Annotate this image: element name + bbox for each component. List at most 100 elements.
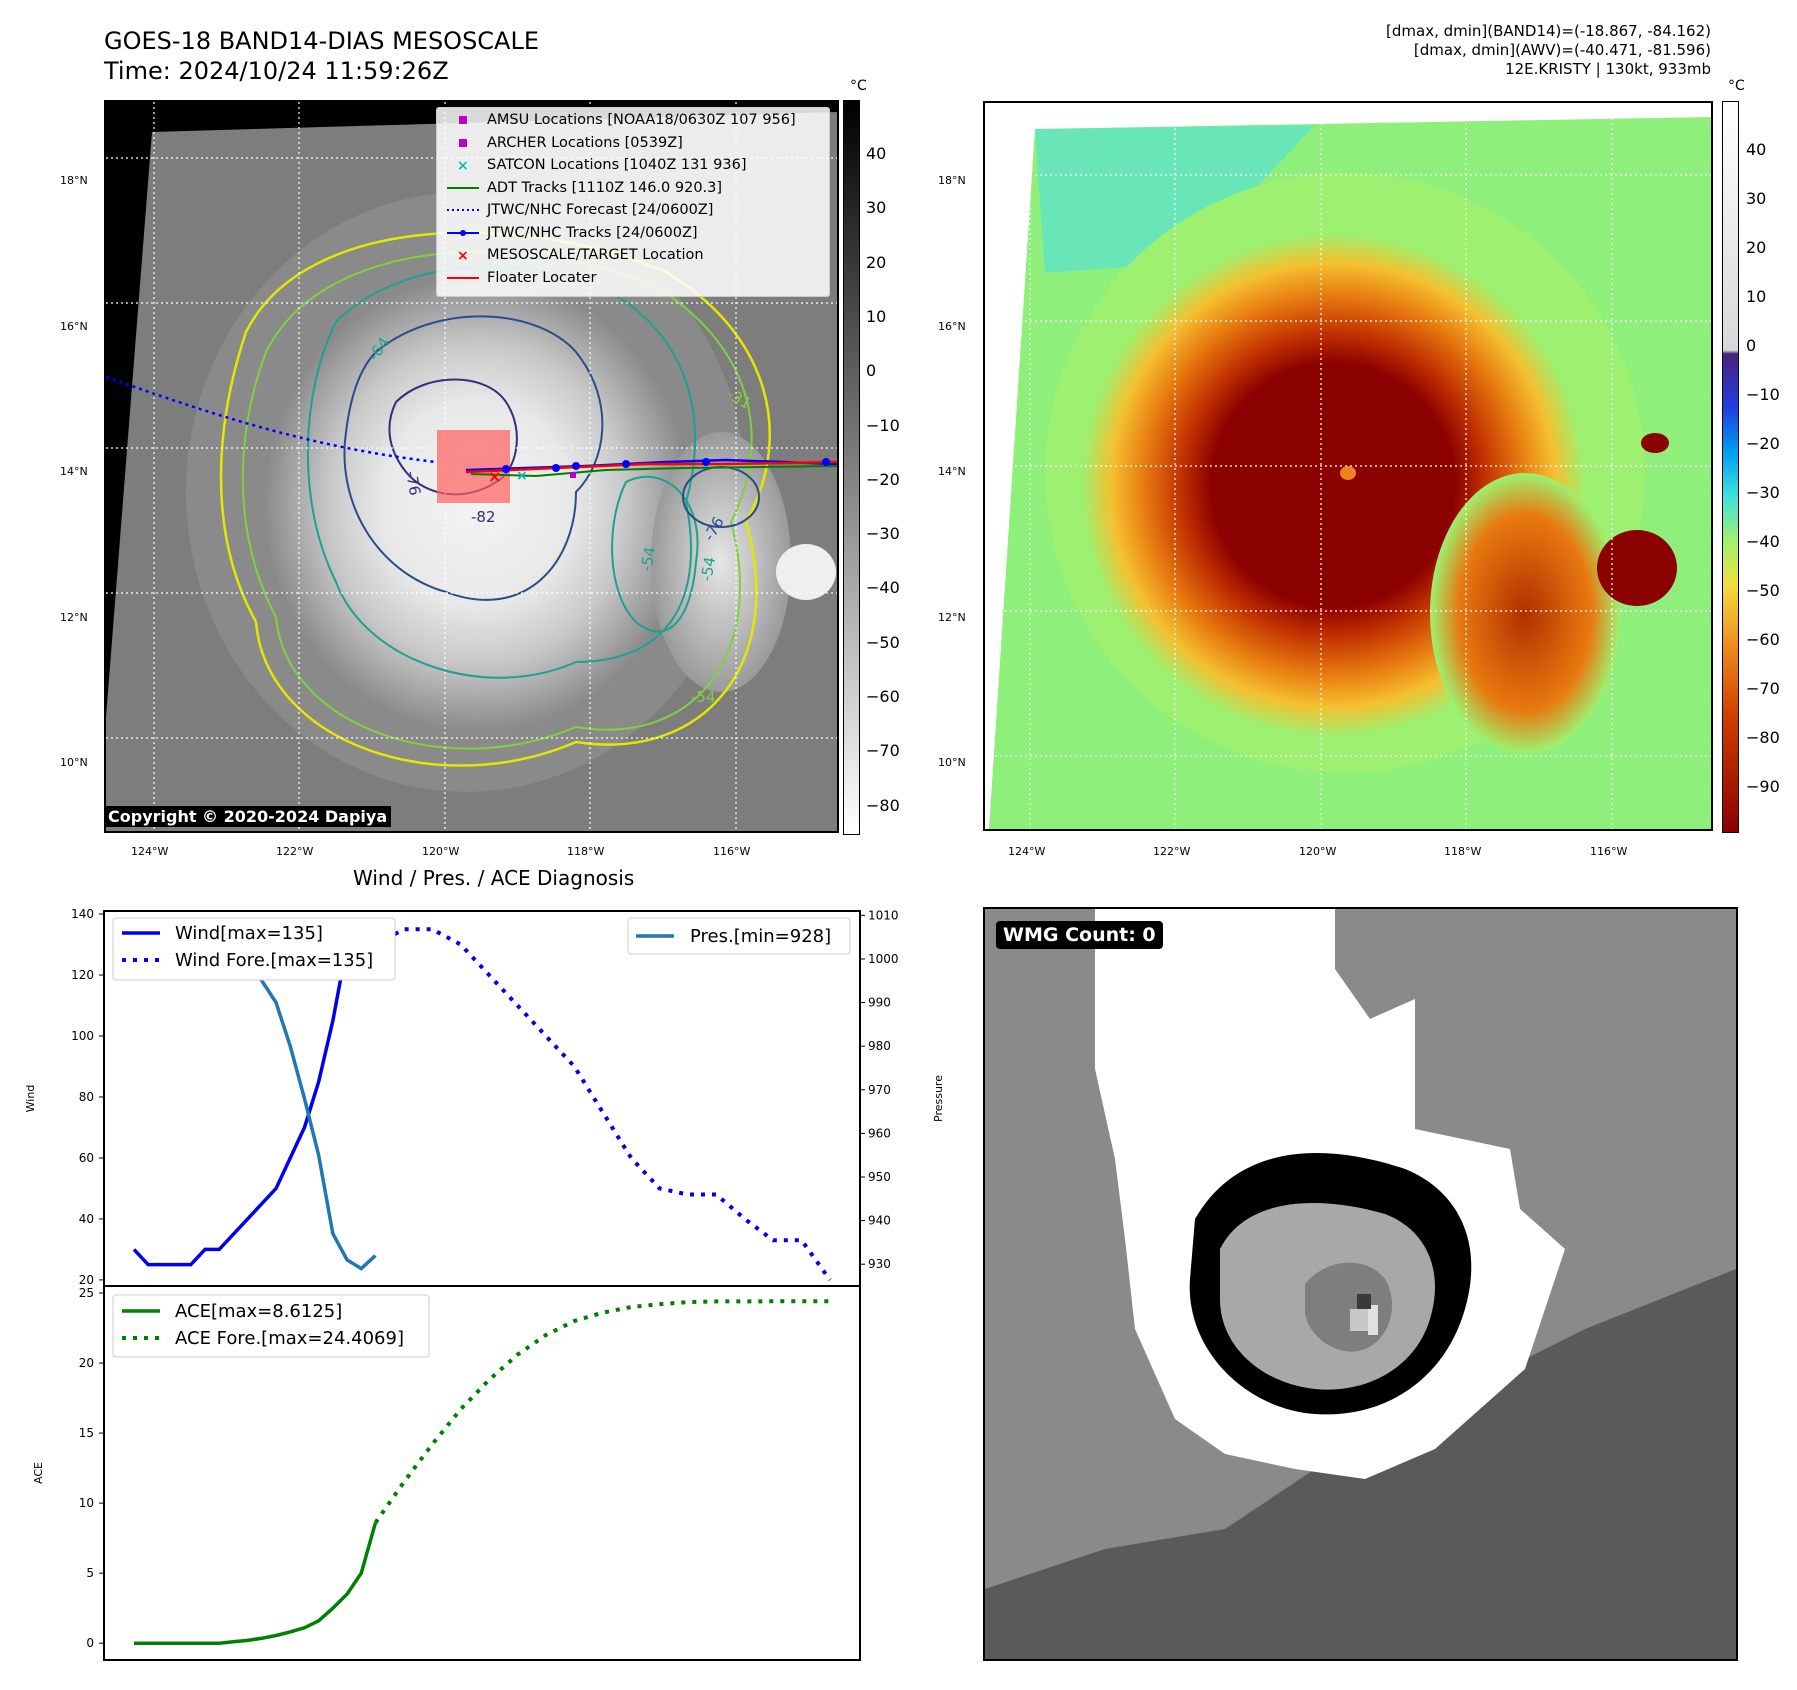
pressure-y-tick-label: 980 — [868, 1039, 891, 1053]
adt-track — [470, 465, 837, 478]
pressure-axis-label: Pressure — [932, 1075, 945, 1122]
wind-y-tick-label: 100 — [71, 1029, 94, 1043]
legend-label: JTWC/NHC Tracks [24/0600Z] — [487, 224, 698, 241]
legend-swatch — [459, 138, 467, 147]
title-line-2: Time: 2024/10/24 11:59:26Z — [104, 57, 449, 85]
pressure-y-tick-label: 990 — [868, 996, 891, 1010]
colorbar-tick-label: 30 — [866, 198, 887, 218]
contour-label: -82 — [471, 508, 496, 526]
satcon-marker: × — [516, 468, 528, 484]
series-line — [132, 926, 377, 1267]
wind-y-tick-label: 20 — [79, 1273, 94, 1287]
legend-swatch: × — [457, 158, 469, 174]
right-colorbar-unit: °C — [1728, 78, 1745, 94]
storm-eye — [1340, 466, 1356, 480]
wind-legend-box — [112, 917, 396, 981]
ace-y-tick-label: 5 — [86, 1566, 94, 1580]
legend-swatch — [447, 276, 479, 279]
lat-label: 18°N — [938, 174, 966, 187]
ace-axes-frame — [103, 1285, 861, 1661]
wind-y-tick-label: 80 — [79, 1090, 94, 1104]
ace-y-tick-label: 25 — [79, 1286, 94, 1300]
colorbar-tick-label: 20 — [866, 252, 887, 272]
wmg-panel — [983, 907, 1738, 1661]
legend-entry: Floater Locater — [445, 270, 596, 286]
colorbar-tick-label: 30 — [1746, 189, 1767, 208]
contour-label: -54 — [697, 555, 719, 582]
lon-label: 118°W — [567, 845, 605, 858]
jtwc-track-points — [502, 458, 830, 473]
lat-label: 18°N — [60, 174, 88, 187]
pressure-y-tick-label: 940 — [868, 1214, 891, 1228]
wind-y-tick-label: 60 — [79, 1151, 94, 1165]
legend-swatch — [447, 229, 479, 236]
wind-y-tick-label: 140 — [71, 907, 94, 921]
colorbar-tick-label: −30 — [866, 524, 900, 544]
target-x-marker: × — [488, 467, 501, 486]
left-colorbar — [843, 100, 860, 835]
legend-swatch — [447, 209, 479, 211]
lon-label: 120°W — [422, 845, 460, 858]
map-legend: AMSU Locations [NOAA18/0630Z 107 956] ARC… — [436, 107, 830, 297]
series-line — [373, 1299, 830, 1524]
colorbar-tick-label: −70 — [866, 741, 900, 761]
colorbar-tick-label: −20 — [1746, 434, 1780, 453]
colorbar-tick-label: −80 — [1746, 728, 1780, 747]
lon-label: 124°W — [131, 845, 169, 858]
legend-entry: JTWC/NHC Forecast [24/0600Z] — [445, 202, 713, 218]
colorbar-tick-label: −20 — [866, 469, 900, 489]
lon-label: 116°W — [1590, 845, 1628, 858]
enhanced-small-cell — [1641, 433, 1669, 453]
lat-label: 10°N — [938, 756, 966, 769]
colorbar-tick-label: 0 — [866, 361, 877, 381]
legend-label: Pres.[min=928] — [690, 926, 831, 947]
colorbar-tick-label: 40 — [1746, 140, 1767, 159]
ace-y-tick-label: 20 — [79, 1356, 94, 1370]
colorbar-tick-label: −10 — [1746, 385, 1780, 404]
lat-label: 12°N — [938, 611, 966, 624]
ace-y-tick-label: 15 — [79, 1426, 94, 1440]
contour-navy — [343, 315, 604, 601]
lon-label: 120°W — [1299, 845, 1337, 858]
wind-y-tick-label: 40 — [79, 1212, 94, 1226]
legend-label: Wind[max=135] — [175, 923, 323, 944]
colorbar-tick-label: 40 — [866, 144, 887, 163]
series-line — [134, 1522, 378, 1645]
legend-label: Wind Fore.[max=135] — [175, 950, 373, 971]
east-cell-cloud — [776, 544, 836, 600]
contour-band-teal — [611, 475, 699, 633]
wmg-svg — [985, 909, 1736, 1659]
info-line-band14: [dmax, dmin](BAND14)=(-18.867, -84.162) — [1386, 22, 1711, 40]
pressure-y-tick-label: 1010 — [868, 908, 899, 922]
contour-label: -76 — [402, 470, 424, 497]
ace-legend-box — [112, 1294, 430, 1358]
wmg-eye-dark — [1357, 1294, 1371, 1309]
colorbar-tick-label: −60 — [866, 687, 900, 706]
colorbar-tick-label: −60 — [1746, 630, 1780, 649]
figure-title: GOES-18 BAND14-DIAS MESOSCALE Time: 2024… — [104, 26, 539, 86]
svg-text:×: × — [457, 158, 469, 172]
wind-axis-label: Wind — [24, 1085, 37, 1113]
legend-label: MESOSCALE/TARGET Location — [487, 247, 704, 263]
ace-y-tick-label: 0 — [86, 1636, 94, 1650]
storm-info: [dmax, dmin](BAND14)=(-18.867, -84.162) … — [1386, 22, 1711, 79]
amsu-marker — [570, 472, 576, 478]
legend-entry: × SATCON Locations [1040Z 131 936] — [445, 157, 747, 174]
colorbar-tick-label: −90 — [1746, 777, 1780, 796]
legend-label: JTWC/NHC Forecast [24/0600Z] — [487, 202, 714, 218]
colorbar-tick-label: −80 — [866, 795, 900, 815]
lon-label: 122°W — [1153, 845, 1191, 858]
title-line-1: GOES-18 BAND14-DIAS MESOSCALE — [104, 27, 540, 55]
forecast-track — [106, 375, 437, 464]
wmg-count-badge: WMG Count: 0 — [996, 921, 1163, 949]
legend-swatch: × — [457, 248, 469, 264]
legend-entry: ADT Tracks [1110Z 146.0 920.3] — [445, 180, 722, 196]
legend-label: SATCON Locations [1040Z 131 936] — [487, 157, 747, 173]
lat-label: 12°N — [60, 611, 88, 624]
enhanced-map-svg — [985, 103, 1711, 829]
ace-axis-label: ACE — [32, 1462, 45, 1484]
floater-box — [437, 430, 510, 503]
ir-enhanced-map — [983, 101, 1713, 831]
wmg-eye-white — [1368, 1305, 1378, 1335]
legend-label: ADT Tracks [1110Z 146.0 920.3] — [487, 179, 723, 196]
